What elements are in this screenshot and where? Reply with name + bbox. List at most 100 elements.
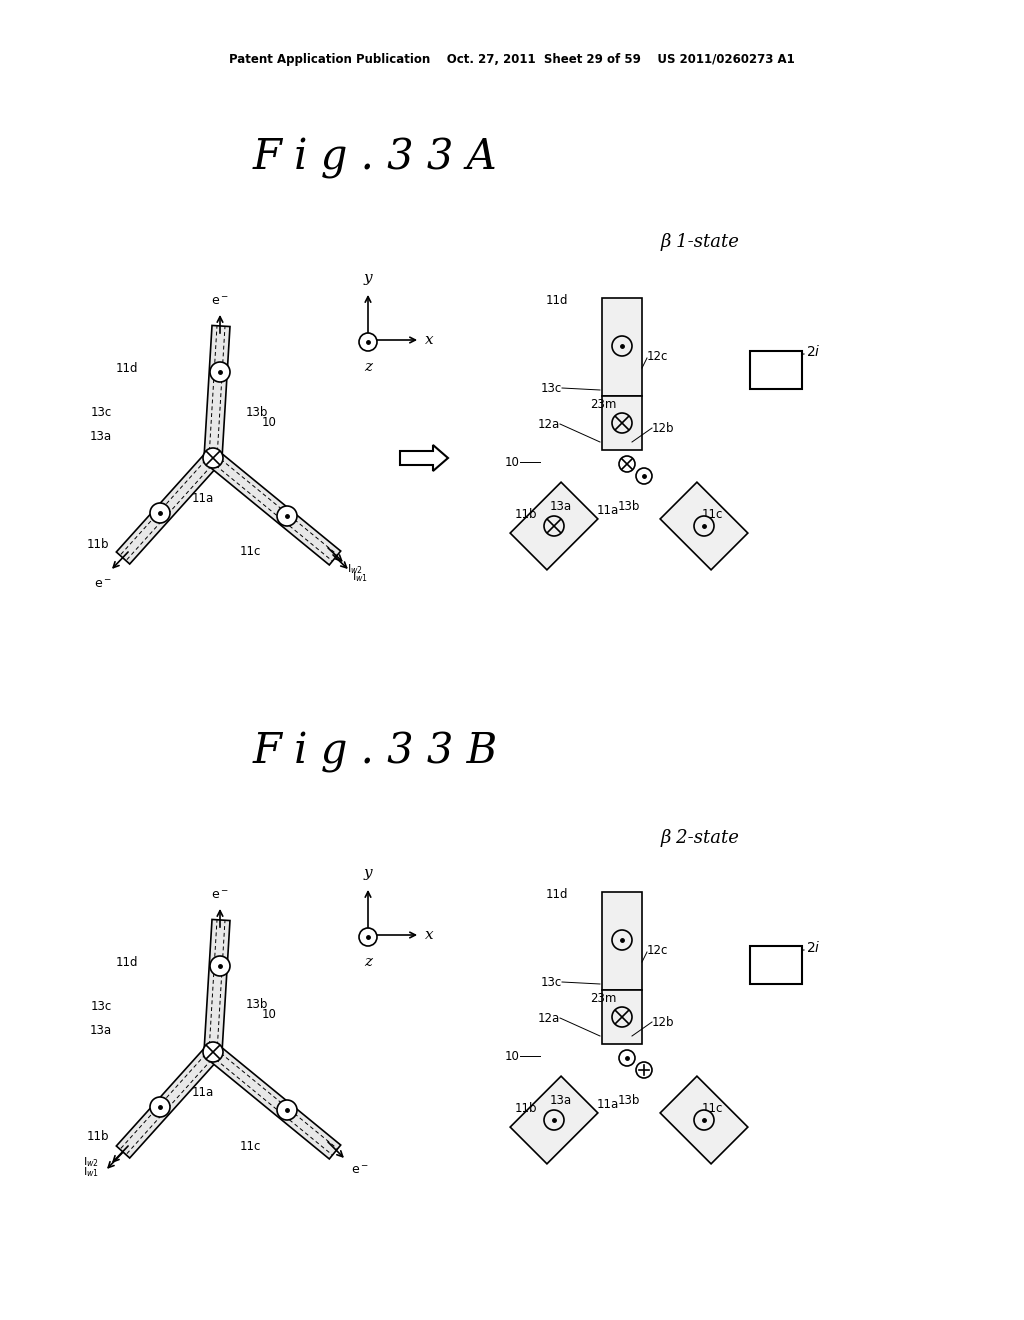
Text: y: y [364,866,373,880]
Text: 12c: 12c [647,944,669,957]
Circle shape [150,503,170,523]
Text: 12a: 12a [538,417,560,430]
Circle shape [359,333,377,351]
Text: 23m: 23m [590,397,616,411]
Bar [750,351,802,389]
Text: I$_{w2}$: I$_{w2}$ [347,562,362,576]
Text: 2$i$: 2$i$ [806,345,820,359]
Circle shape [612,931,632,950]
Circle shape [210,362,230,381]
Circle shape [612,337,632,356]
Text: 13b: 13b [618,500,640,513]
Text: I$_{w2}$: I$_{w2}$ [83,1155,99,1170]
Circle shape [612,413,632,433]
Text: 12b: 12b [652,421,675,434]
Text: 10: 10 [262,416,276,429]
Text: 13c: 13c [541,975,562,989]
Text: e$^-$: e$^-$ [211,888,229,902]
Text: 10: 10 [505,455,520,469]
Text: 11c: 11c [701,508,723,521]
Circle shape [278,506,297,525]
Text: 10: 10 [262,1008,276,1022]
Circle shape [203,447,223,469]
Text: 11a: 11a [193,491,214,504]
Text: 13c: 13c [541,381,562,395]
Circle shape [359,928,377,946]
Circle shape [694,1110,714,1130]
Circle shape [618,455,635,473]
Bar [602,298,642,396]
Text: 11a: 11a [597,504,620,517]
Text: 10: 10 [505,1049,520,1063]
Bar [602,396,642,450]
Circle shape [278,1100,297,1119]
Text: 13c: 13c [91,999,112,1012]
Polygon shape [207,451,341,565]
Circle shape [210,956,230,975]
Circle shape [544,516,564,536]
Text: e$^-$: e$^-$ [351,1164,369,1177]
Polygon shape [510,1076,598,1164]
Circle shape [150,1097,170,1117]
Polygon shape [117,451,220,564]
Text: 11d: 11d [116,956,138,969]
Text: 13b: 13b [246,405,268,418]
Polygon shape [660,482,748,570]
Text: F i g . 3 3 A: F i g . 3 3 A [253,137,498,180]
Text: 11c: 11c [701,1102,723,1115]
Text: 13a: 13a [550,500,572,513]
Text: 11d: 11d [546,293,568,306]
Text: 11c: 11c [240,1140,261,1152]
Text: F i g . 3 3 B: F i g . 3 3 B [252,731,498,774]
Text: 11c: 11c [240,545,261,558]
Text: 13a: 13a [550,1094,572,1107]
Text: 13c: 13c [91,405,112,418]
Text: β 1-state: β 1-state [660,234,739,251]
Text: 11b: 11b [87,539,110,550]
Circle shape [618,1049,635,1067]
Text: 11d: 11d [546,887,568,900]
Text: I$_{w1}$: I$_{w1}$ [83,1166,99,1179]
Text: x: x [425,928,433,942]
Text: 11d: 11d [116,362,138,375]
Bar [602,892,642,990]
Circle shape [544,1110,564,1130]
Text: y: y [364,271,373,285]
Text: e$^-$: e$^-$ [211,294,229,308]
Text: 2$i$: 2$i$ [806,940,820,956]
Circle shape [636,1063,652,1078]
Polygon shape [204,326,230,458]
Polygon shape [510,482,598,570]
Bar [602,990,642,1044]
Text: 13b: 13b [618,1094,640,1107]
Text: 12b: 12b [652,1015,675,1028]
Text: 11a: 11a [597,1098,620,1111]
Text: x: x [425,333,433,347]
Polygon shape [117,1045,220,1158]
Polygon shape [207,1045,341,1159]
Text: 12a: 12a [538,1011,560,1024]
Circle shape [612,1007,632,1027]
Text: 13a: 13a [90,429,112,442]
Circle shape [694,516,714,536]
Text: 11b: 11b [515,1102,538,1115]
Text: 23m: 23m [590,991,616,1005]
Text: 11b: 11b [515,508,538,521]
Text: I$_{w1}$: I$_{w1}$ [352,570,368,583]
Circle shape [636,469,652,484]
Text: z: z [364,954,372,969]
Text: Patent Application Publication    Oct. 27, 2011  Sheet 29 of 59    US 2011/02602: Patent Application Publication Oct. 27, … [229,54,795,66]
Text: β 2-state: β 2-state [660,829,739,847]
Polygon shape [204,920,230,1052]
Text: 11b: 11b [87,1130,110,1143]
Text: 12c: 12c [647,350,669,363]
Text: 11a: 11a [193,1085,214,1098]
Text: e$^-$: e$^-$ [94,578,112,591]
Polygon shape [400,445,449,471]
Text: 13b: 13b [246,998,268,1011]
Bar [750,946,802,983]
Text: 13a: 13a [90,1023,112,1036]
Polygon shape [660,1076,748,1164]
Text: z: z [364,360,372,374]
Circle shape [203,1041,223,1063]
